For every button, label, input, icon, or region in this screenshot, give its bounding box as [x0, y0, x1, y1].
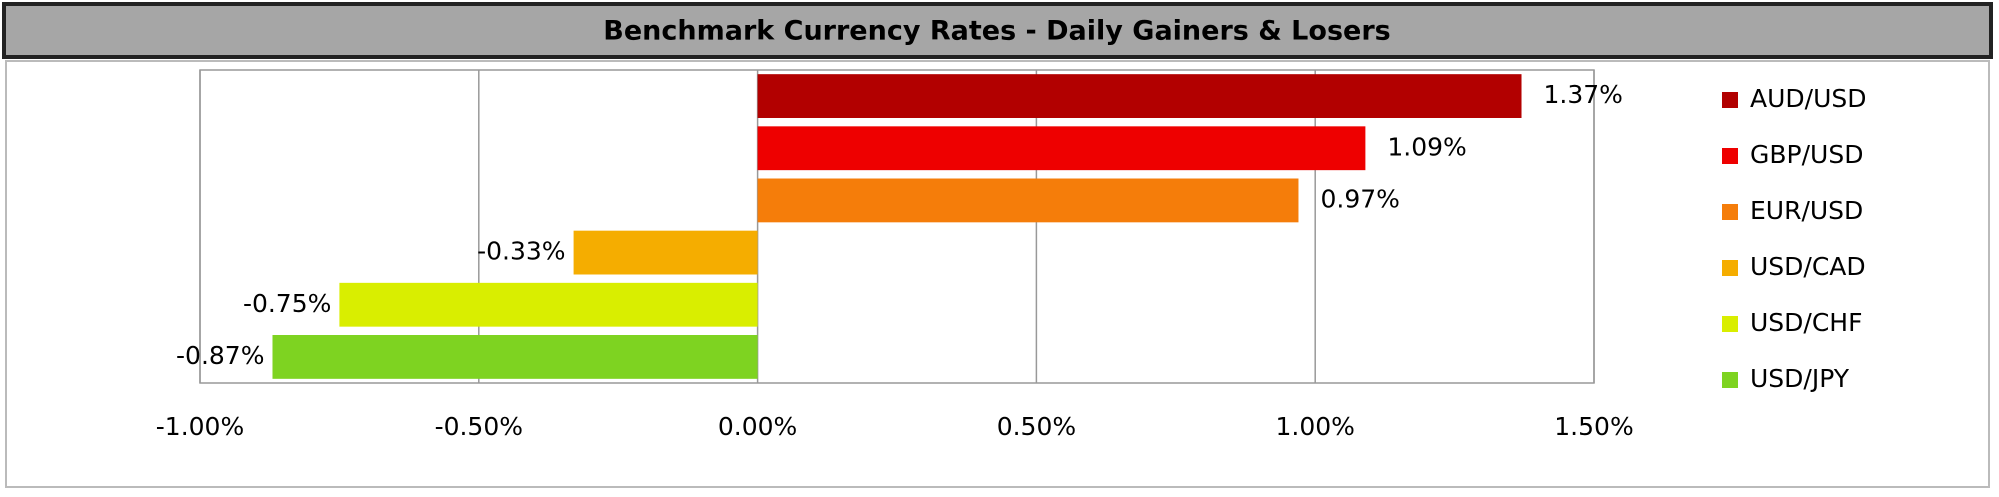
value-label: 1.37%	[1544, 80, 1623, 109]
legend-label: USD/CAD	[1750, 252, 1866, 281]
legend-label: USD/CHF	[1750, 308, 1862, 337]
legend-label: EUR/USD	[1750, 196, 1863, 225]
x-tick-label: 0.00%	[718, 412, 797, 441]
legend-swatch	[1722, 372, 1738, 388]
bar	[339, 282, 758, 327]
value-label: -0.33%	[477, 237, 565, 266]
legend-label: AUD/USD	[1750, 84, 1867, 113]
legend-swatch	[1722, 260, 1738, 276]
bar	[757, 74, 1522, 118]
x-tick-label: -0.50%	[435, 412, 523, 441]
value-label: -0.87%	[176, 341, 264, 370]
title-bar	[2, 2, 1993, 59]
bar	[272, 335, 758, 379]
x-tick-label: 1.00%	[1275, 412, 1354, 441]
x-tick-label: 0.50%	[997, 412, 1076, 441]
legend-swatch	[1722, 204, 1738, 220]
x-tick-label: 1.50%	[1554, 412, 1633, 441]
chart-title: Benchmark Currency Rates - Daily Gainers…	[603, 16, 1390, 47]
legend-label: USD/JPY	[1750, 364, 1850, 393]
legend-swatch	[1722, 316, 1738, 332]
legend-swatch	[1722, 148, 1738, 164]
value-label: -0.75%	[243, 289, 331, 318]
value-label: 1.09%	[1387, 132, 1466, 161]
value-label: 0.97%	[1320, 184, 1399, 213]
legend-label: GBP/USD	[1750, 140, 1863, 169]
legend-swatch	[1722, 92, 1738, 108]
bar	[757, 126, 1366, 171]
x-tick-label: -1.00%	[156, 412, 244, 441]
bar	[757, 178, 1299, 223]
bar	[573, 230, 758, 275]
